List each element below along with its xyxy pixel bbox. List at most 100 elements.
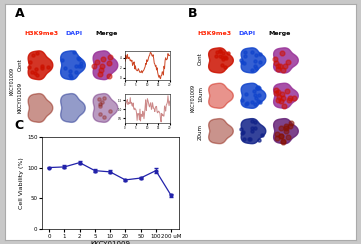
Polygon shape [61, 94, 85, 122]
Text: Merge: Merge [269, 31, 291, 36]
Text: 48hr: 48hr [233, 16, 258, 26]
Point [287, 124, 293, 128]
Point [241, 61, 247, 65]
Point [280, 69, 286, 72]
Point [279, 51, 285, 55]
Point [106, 61, 112, 65]
Point [256, 86, 261, 90]
Point [214, 50, 220, 54]
Point [98, 68, 104, 72]
Text: DAPI: DAPI [65, 31, 83, 36]
Text: 24hr: 24hr [56, 16, 81, 26]
Point [249, 129, 255, 133]
Point [276, 95, 282, 99]
Point [238, 58, 244, 62]
Point [283, 124, 289, 128]
Point [239, 131, 244, 135]
Text: 20um: 20um [198, 124, 203, 140]
Point [34, 73, 40, 77]
Point [286, 98, 292, 102]
Point [30, 71, 35, 74]
Point [273, 92, 279, 95]
Polygon shape [209, 83, 233, 108]
Point [257, 52, 263, 56]
Polygon shape [241, 48, 266, 73]
Point [256, 138, 261, 142]
Point [253, 96, 259, 100]
Point [257, 100, 263, 103]
Point [278, 134, 284, 138]
Point [58, 58, 64, 62]
Polygon shape [274, 48, 298, 73]
Point [75, 56, 81, 60]
Point [97, 102, 103, 106]
Point [76, 64, 82, 68]
Polygon shape [209, 48, 233, 73]
Point [27, 60, 33, 64]
Point [280, 139, 286, 143]
Point [284, 89, 290, 92]
Text: Cont: Cont [198, 52, 203, 65]
Point [278, 134, 283, 138]
Point [225, 51, 231, 55]
Point [254, 86, 260, 90]
Point [252, 93, 258, 97]
Point [285, 60, 291, 64]
Polygon shape [93, 51, 118, 80]
Point [106, 74, 112, 78]
Point [274, 132, 280, 136]
Point [285, 135, 291, 139]
Point [280, 96, 286, 100]
Point [272, 57, 278, 61]
Point [249, 68, 255, 72]
Point [255, 85, 261, 89]
Y-axis label: Cell Viability (%): Cell Viability (%) [19, 157, 24, 209]
Point [222, 65, 228, 69]
Point [256, 93, 261, 97]
Point [39, 66, 45, 70]
Polygon shape [274, 83, 298, 108]
Point [238, 127, 244, 131]
Point [251, 89, 257, 93]
Point [218, 50, 223, 53]
Text: H3K9me3: H3K9me3 [25, 31, 58, 36]
Point [281, 104, 287, 108]
Point [39, 64, 45, 68]
Point [287, 96, 293, 100]
Point [243, 102, 249, 106]
Point [282, 64, 287, 68]
Point [213, 54, 219, 58]
Point [254, 86, 260, 90]
Text: 10um: 10um [198, 86, 203, 102]
X-axis label: KKCY01009: KKCY01009 [90, 241, 130, 244]
Point [252, 120, 258, 124]
Point [220, 51, 226, 55]
Point [97, 72, 103, 76]
Point [275, 90, 280, 94]
Point [96, 97, 102, 101]
Point [259, 133, 265, 137]
Polygon shape [241, 83, 266, 108]
Point [283, 130, 289, 133]
Point [101, 115, 107, 119]
Point [73, 70, 79, 74]
Point [278, 126, 284, 130]
Point [279, 92, 284, 96]
Text: KKCY01009: KKCY01009 [191, 84, 196, 112]
Text: KKCY01009: KKCY01009 [17, 82, 22, 113]
Point [241, 137, 247, 141]
Point [62, 67, 68, 71]
Polygon shape [274, 119, 298, 144]
Polygon shape [93, 94, 118, 122]
Point [252, 102, 258, 106]
Point [273, 88, 279, 92]
Text: Cont: Cont [17, 58, 22, 71]
Point [275, 67, 281, 71]
Point [257, 60, 263, 64]
Point [107, 109, 113, 113]
Point [71, 51, 77, 54]
Point [275, 64, 280, 68]
Polygon shape [61, 51, 85, 80]
Point [91, 64, 97, 68]
Text: B: B [188, 7, 197, 20]
